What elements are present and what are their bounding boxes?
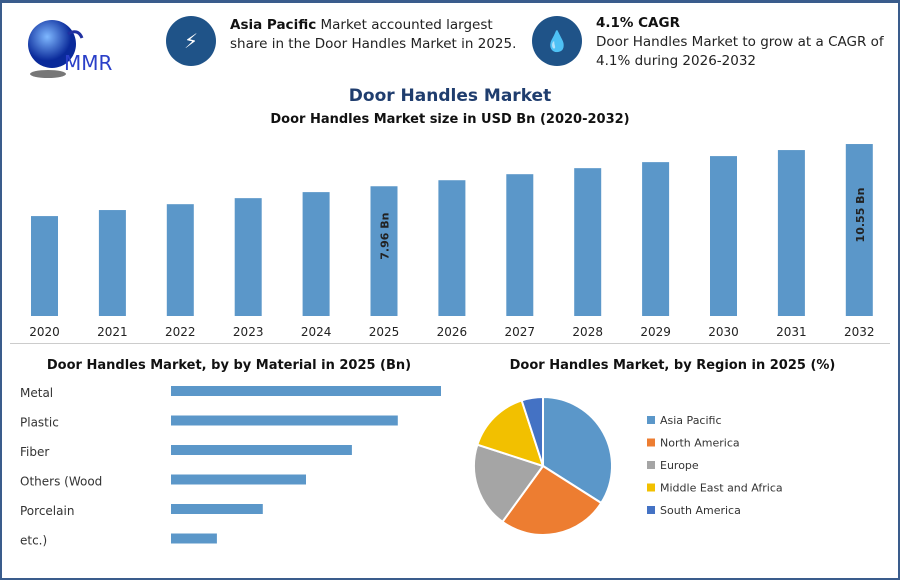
category-label: Metal [20,386,53,400]
category-label: Plastic [20,416,59,430]
x-tick-label: 2028 [572,325,603,339]
category-label: Porcelain [20,504,74,518]
info1-text: Market accounted largest share in the Do… [230,17,517,52]
page-title: Door Handles Market [348,86,552,106]
lightning-icon: ⚡ [166,16,216,66]
x-tick-label: 2022 [165,325,196,339]
logo-text: MMR [64,51,113,75]
info2-text: Door Handles Market to grow at a CAGR of… [596,34,884,69]
legend-swatch [647,438,655,447]
category-label: Fiber [20,445,49,459]
material-chart: Metal Plastic Fiber Others (Wood Porcelain et… [20,386,441,548]
legend-swatch [647,416,655,424]
x-tick-label: 2021 [97,325,128,339]
bar-2024 [302,192,330,316]
x-tick-label: 2031 [776,325,807,339]
bar-Others (Wood [171,474,306,485]
x-tick-label: 2024 [301,325,332,339]
divider [10,343,890,344]
info-cagr: 4.1% CAGR Door Handles Market to grow at… [596,14,886,71]
x-tick-label: 2025 [369,325,400,339]
data-label-2032: 10.55 Bn [854,188,867,243]
bar-2020 [31,216,58,316]
market-size-chart: 2020 2021 2022 2023 2024 2025 7.96 Bn 2026 2027 2… [29,144,875,339]
pie-slice-south-america [520,395,544,467]
bar-Porcelain [171,504,263,514]
x-tick-label: 2023 [233,325,264,339]
bar-2026 [438,180,466,316]
material-chart-title: Door Handles Market, by by Material in 2… [46,358,412,373]
pie-slice-north-america [501,464,603,536]
info-asia-pacific: Asia Pacific Market accounted largest sh… [230,16,530,54]
legend-swatch [647,461,655,469]
info2-bold: 4.1% CAGR [596,15,680,31]
bar-2030 [710,156,737,316]
category-label: etc.) [20,534,47,548]
bar-2027 [506,174,534,316]
category-label: Others (Wood [20,475,102,489]
region-chart-title: Door Handles Market, by Region in 2025 (… [509,358,836,373]
pie-slice-europe [473,443,545,524]
legend-label: Middle East and Africa [660,482,783,495]
bar-2021 [98,210,126,316]
x-tick-label: 2027 [505,325,536,339]
bar-etc.) [171,533,217,544]
x-tick-label: 2026 [437,325,468,339]
bar-2028 [574,168,602,316]
legend-swatch [647,483,655,492]
legend-label: North America [660,437,740,450]
legend-label: Asia Pacific [660,414,722,427]
legend-swatch [647,506,655,514]
bar-chart-title: Door Handles Market size in USD Bn (2020… [270,112,630,127]
data-label-2025: 7.96 Bn [379,213,392,260]
legend-label: Europe [660,459,699,472]
bar-2023 [234,198,262,316]
mmr-logo: MMR [28,14,138,78]
bar-2031 [777,150,805,316]
x-tick-label: 2030 [708,325,739,339]
globe-icon: MMR [28,20,113,78]
bar-2022 [166,204,194,316]
x-tick-label: 2029 [640,325,671,339]
bar-2032 [845,144,873,316]
x-tick-label: 2032 [844,325,875,339]
growth-icon: 💧 [532,16,582,66]
legend-label: South America [660,504,741,517]
bar-Plastic [171,415,398,426]
x-tick-label: 2020 [29,325,60,339]
info1-bold: Asia Pacific [230,17,317,33]
bar-Metal [171,386,441,396]
region-chart: Asia Pacific North America Europe Middle Ea… [473,395,783,536]
bar-2025 [370,186,398,316]
bar-Fiber [171,445,352,455]
bar-2029 [642,162,670,316]
